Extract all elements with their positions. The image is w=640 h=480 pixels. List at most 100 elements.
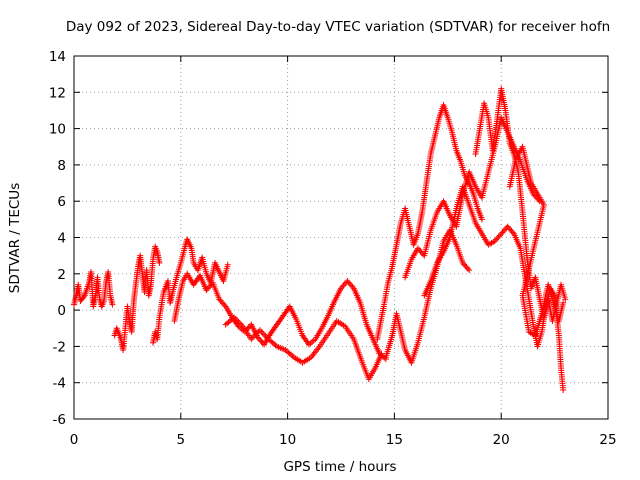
marker-trail: [283, 348, 296, 360]
marker-trail: [435, 250, 446, 265]
marker-trail: [489, 120, 500, 152]
marker-trail: [274, 314, 286, 327]
marker-trail: [415, 211, 425, 235]
data-point: [560, 299, 567, 306]
marker-trail: [441, 103, 451, 119]
y-tick-label: 10: [49, 122, 66, 138]
marker-trail: [385, 265, 395, 284]
marker-trail: [453, 192, 466, 228]
marker-trail: [421, 287, 434, 319]
marker-trail: [383, 334, 395, 359]
marker-trail: [319, 314, 331, 330]
data-point: [109, 301, 116, 308]
y-tick-label: -4: [53, 376, 66, 392]
marker-trail: [517, 247, 528, 275]
marker-trail: [466, 170, 478, 188]
y-tick-label: 12: [49, 85, 66, 101]
marker-trail: [351, 338, 365, 364]
marker-trail: [558, 283, 568, 301]
marker-trail: [287, 305, 299, 321]
marker-trail: [475, 207, 485, 221]
marker-trail: [171, 298, 182, 323]
series-track-k: [506, 143, 567, 339]
marker-trail: [466, 181, 476, 196]
marker-trail: [533, 189, 542, 199]
marker-trail: [217, 297, 228, 309]
marker-trail: [152, 330, 160, 341]
marker-trail: [143, 269, 152, 297]
marker-trail: [428, 211, 440, 232]
marker-trail: [148, 258, 156, 286]
marker-trail: [351, 287, 363, 305]
marker-trail: [232, 315, 245, 328]
marker-trail: [370, 337, 382, 355]
marker-trail: [343, 325, 356, 341]
marker-trail: [421, 229, 434, 257]
marker-trail: [447, 207, 459, 239]
marker-trail: [317, 332, 330, 348]
y-tick-label: 6: [57, 194, 66, 210]
marker-trail: [191, 261, 200, 272]
marker-trail: [105, 271, 114, 297]
marker-trail: [275, 344, 287, 353]
marker-trail: [422, 279, 433, 297]
series-track-e: [222, 314, 385, 383]
marker-trail: [416, 246, 427, 258]
marker-trail: [345, 279, 356, 290]
data-series: [71, 85, 569, 393]
marker-trail: [445, 116, 455, 134]
marker-trail: [99, 299, 107, 308]
marker-trail: [471, 193, 481, 210]
data-point: [459, 259, 466, 266]
marker-trail: [502, 109, 513, 144]
marker-trail: [545, 283, 558, 308]
marker-trail: [507, 156, 519, 188]
marker-trail: [519, 294, 532, 333]
marker-trail: [460, 185, 472, 206]
marker-trail: [480, 232, 491, 246]
marker-trail: [441, 200, 453, 217]
series-track-b: [111, 243, 163, 354]
marker-trail: [518, 160, 530, 181]
marker-trail: [223, 305, 234, 319]
marker-trail: [156, 291, 167, 319]
y-tick-label: -6: [53, 412, 66, 428]
marker-trail: [258, 328, 270, 341]
marker-trail: [485, 145, 498, 174]
marker-trail: [78, 293, 87, 303]
marker-trail: [364, 323, 376, 341]
marker-trail: [204, 281, 215, 292]
marker-trail: [199, 256, 209, 275]
data-point: [414, 245, 421, 252]
marker-trail: [535, 330, 545, 348]
data-point: [504, 223, 511, 230]
marker-trail: [472, 127, 483, 155]
marker-trail: [507, 141, 517, 156]
marker-trail: [210, 281, 222, 301]
marker-trail: [292, 355, 304, 365]
marker-trail: [325, 299, 337, 317]
marker-trail: [374, 305, 387, 341]
marker-trail: [493, 232, 503, 243]
x-tick-label: 0: [70, 432, 79, 448]
marker-trail: [492, 116, 504, 148]
marker-trail: [174, 261, 184, 279]
marker-trail: [527, 329, 537, 338]
data-point: [344, 278, 351, 285]
y-tick-label: 14: [49, 49, 66, 65]
marker-trail: [556, 334, 564, 370]
marker-trail: [152, 245, 160, 254]
marker-trail: [519, 211, 530, 257]
marker-trail: [479, 171, 491, 199]
marker-trail: [473, 221, 484, 236]
x-axis-label: GPS time / hours: [283, 459, 396, 475]
marker-trail: [185, 238, 194, 250]
marker-trail: [268, 323, 279, 336]
data-point: [560, 386, 567, 393]
marker-trail: [326, 319, 339, 335]
marker-trail: [309, 344, 322, 359]
marker-trail: [402, 258, 414, 279]
marker-trail: [423, 153, 434, 184]
marker-trail: [221, 263, 231, 283]
